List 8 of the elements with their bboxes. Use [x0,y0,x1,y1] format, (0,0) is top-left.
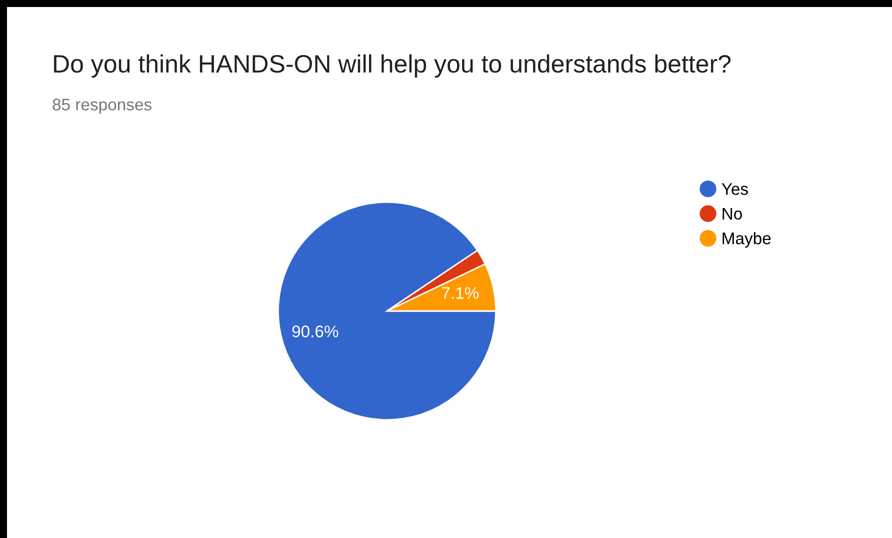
pie-slice [278,202,496,420]
text: 85 responses [52,98,152,114]
legend-label: Yes [722,183,748,195]
legend-label: Maybe [722,232,771,248]
data-label: 90.6% [292,326,338,338]
legend-label: No [722,208,742,220]
data-label: 7.1% [442,287,479,299]
chart-title: Do you think HANDS-ON will help you to understands better? [54,54,731,78]
